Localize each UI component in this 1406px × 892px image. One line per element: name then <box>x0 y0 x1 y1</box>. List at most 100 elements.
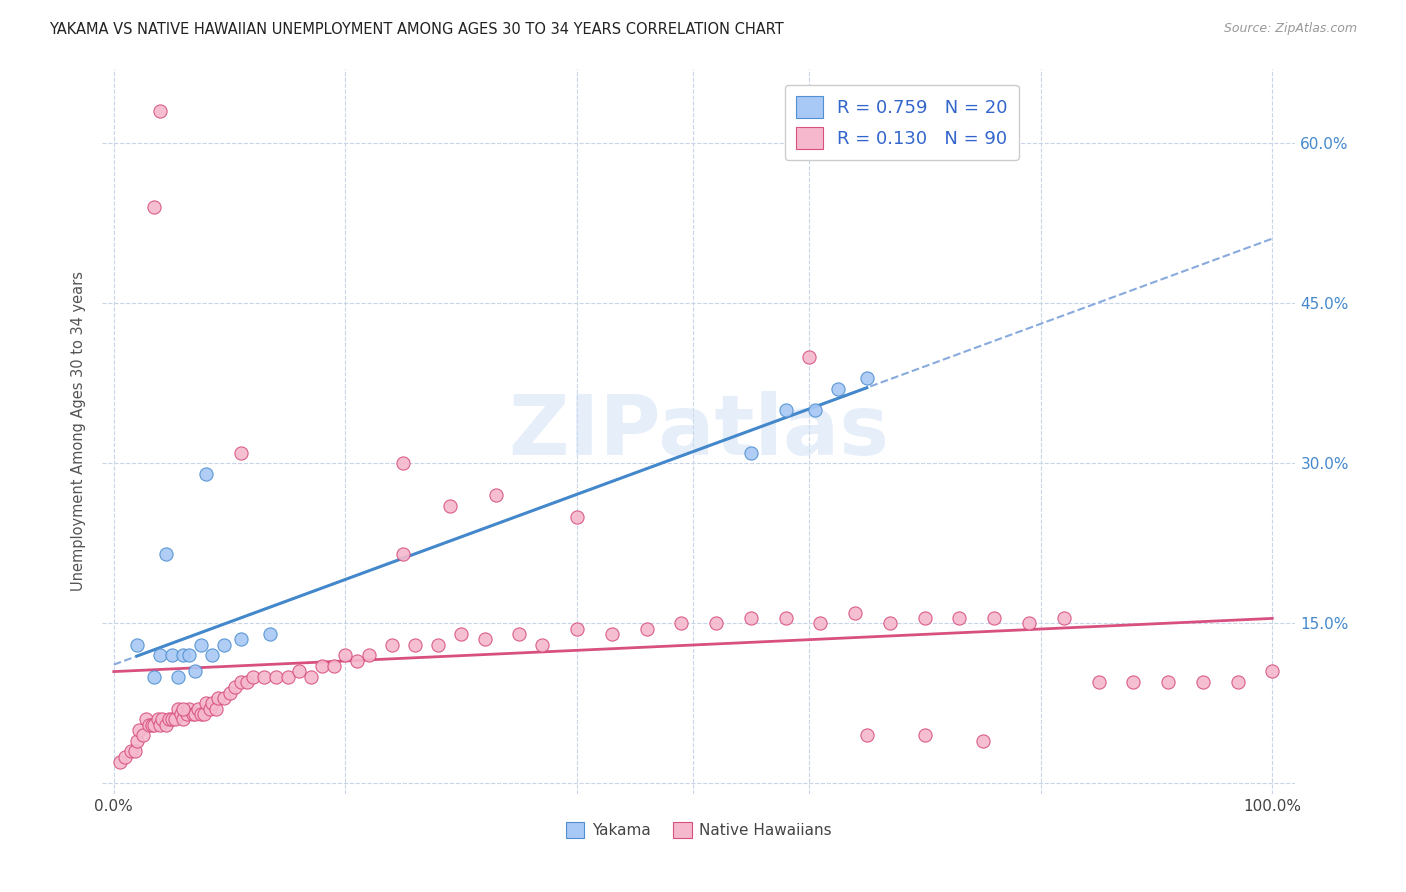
Point <box>155 547 177 561</box>
Point <box>914 611 936 625</box>
Point <box>740 445 762 459</box>
Point <box>190 706 212 721</box>
Point <box>181 706 204 721</box>
Point <box>392 456 415 470</box>
Point <box>948 611 970 625</box>
Text: YAKAMA VS NATIVE HAWAIIAN UNEMPLOYMENT AMONG AGES 30 TO 34 YEARS CORRELATION CHA: YAKAMA VS NATIVE HAWAIIAN UNEMPLOYMENT A… <box>49 22 785 37</box>
Point <box>1191 675 1213 690</box>
Point <box>160 712 183 726</box>
Point <box>775 403 797 417</box>
Point <box>108 755 131 769</box>
Point <box>1261 665 1284 679</box>
Point <box>120 744 142 758</box>
Point <box>450 627 472 641</box>
Point <box>195 467 218 481</box>
Point <box>187 701 209 715</box>
Point <box>114 749 136 764</box>
Point <box>346 654 368 668</box>
Point <box>165 712 187 726</box>
Point <box>914 728 936 742</box>
Point <box>299 670 322 684</box>
Point <box>201 696 224 710</box>
Point <box>231 445 253 459</box>
Point <box>135 712 157 726</box>
Point <box>253 670 276 684</box>
Point <box>1087 675 1109 690</box>
Point <box>170 706 193 721</box>
Text: Source: ZipAtlas.com: Source: ZipAtlas.com <box>1223 22 1357 36</box>
Point <box>172 648 194 663</box>
Point <box>259 627 281 641</box>
Point <box>143 200 166 214</box>
Point <box>132 728 155 742</box>
Point <box>166 701 188 715</box>
Point <box>264 670 287 684</box>
Point <box>207 691 229 706</box>
Point <box>427 638 450 652</box>
Text: ZIPatlas: ZIPatlas <box>509 391 890 472</box>
Point <box>212 691 235 706</box>
Point <box>212 638 235 652</box>
Point <box>1053 611 1076 625</box>
Point <box>157 712 180 726</box>
Point <box>138 717 160 731</box>
Point <box>125 638 148 652</box>
Point <box>143 670 166 684</box>
Point <box>972 733 994 747</box>
Point <box>1157 675 1180 690</box>
Point <box>146 712 169 726</box>
Point <box>201 648 224 663</box>
Point <box>152 712 174 726</box>
Point <box>177 648 200 663</box>
Point <box>172 712 194 726</box>
Point <box>149 648 172 663</box>
Point <box>193 706 215 721</box>
Point <box>176 706 198 721</box>
Point <box>357 648 380 663</box>
Point <box>155 717 177 731</box>
Point <box>879 616 901 631</box>
Point <box>236 675 259 690</box>
Point <box>1122 675 1144 690</box>
Point <box>335 648 357 663</box>
Point <box>190 638 212 652</box>
Point <box>149 104 172 119</box>
Point <box>172 701 194 715</box>
Point <box>125 733 148 747</box>
Point <box>277 670 299 684</box>
Y-axis label: Unemployment Among Ages 30 to 34 years: Unemployment Among Ages 30 to 34 years <box>72 271 86 591</box>
Point <box>124 744 146 758</box>
Point <box>204 701 226 715</box>
Point <box>160 648 183 663</box>
Point <box>567 509 589 524</box>
Point <box>844 606 866 620</box>
Point <box>128 723 150 737</box>
Point <box>392 547 415 561</box>
Point <box>184 706 207 721</box>
Point <box>704 616 727 631</box>
Point <box>149 717 172 731</box>
Point <box>983 611 1005 625</box>
Point <box>195 696 218 710</box>
Point <box>224 681 246 695</box>
Point <box>856 371 879 385</box>
Point <box>311 659 333 673</box>
Point <box>810 616 832 631</box>
Point <box>671 616 693 631</box>
Point <box>231 632 253 647</box>
Point <box>508 627 530 641</box>
Point <box>166 670 188 684</box>
Point <box>381 638 404 652</box>
Legend: Yakama, Native Hawaiians: Yakama, Native Hawaiians <box>560 816 838 845</box>
Point <box>567 622 589 636</box>
Point <box>1226 675 1249 690</box>
Point <box>1018 616 1040 631</box>
Point <box>803 403 825 417</box>
Point <box>797 350 820 364</box>
Point <box>439 499 461 513</box>
Point <box>322 659 344 673</box>
Point <box>242 670 264 684</box>
Point <box>600 627 623 641</box>
Point <box>143 717 166 731</box>
Point <box>531 638 554 652</box>
